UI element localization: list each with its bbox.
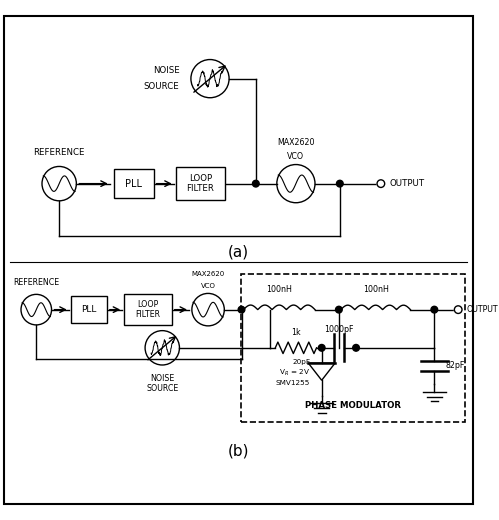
- Text: OUTPUT: OUTPUT: [389, 179, 425, 188]
- Text: SMV1255: SMV1255: [276, 380, 310, 386]
- Text: V$_R$ = 2V: V$_R$ = 2V: [279, 368, 310, 378]
- Text: REFERENCE: REFERENCE: [13, 278, 59, 287]
- Bar: [114, 170, 154, 198]
- Circle shape: [455, 306, 462, 314]
- Text: REFERENCE: REFERENCE: [33, 148, 85, 157]
- Text: SOURCE: SOURCE: [144, 82, 180, 91]
- Text: 82pF: 82pF: [446, 361, 465, 370]
- Circle shape: [431, 306, 438, 313]
- Circle shape: [353, 344, 359, 351]
- Text: MAX2620: MAX2620: [192, 271, 225, 277]
- Text: LOOP
FILTER: LOOP FILTER: [135, 300, 161, 319]
- Text: VCO: VCO: [287, 152, 304, 161]
- Bar: [241, 275, 465, 422]
- Text: 20pF: 20pF: [292, 359, 310, 365]
- Text: 1k: 1k: [291, 328, 301, 337]
- Text: OUTPUT: OUTPUT: [467, 305, 499, 314]
- Text: SOURCE: SOURCE: [146, 384, 179, 393]
- Circle shape: [335, 306, 342, 313]
- Bar: [176, 167, 225, 200]
- Text: NOISE: NOISE: [153, 67, 180, 75]
- Text: 100nH: 100nH: [363, 285, 389, 294]
- Text: (a): (a): [228, 245, 249, 260]
- Circle shape: [238, 306, 245, 313]
- Text: 1000pF: 1000pF: [324, 326, 354, 334]
- Bar: [124, 294, 172, 325]
- Text: 100nH: 100nH: [266, 285, 292, 294]
- Text: NOISE: NOISE: [150, 373, 174, 383]
- Text: PHASE MODULATOR: PHASE MODULATOR: [305, 400, 401, 410]
- Circle shape: [336, 180, 343, 187]
- Text: VCO: VCO: [201, 283, 216, 289]
- Text: PLL: PLL: [125, 179, 142, 189]
- Circle shape: [377, 180, 385, 187]
- Circle shape: [252, 180, 259, 187]
- Text: (b): (b): [228, 444, 250, 459]
- Bar: [71, 296, 107, 323]
- Text: LOOP
FILTER: LOOP FILTER: [187, 174, 215, 193]
- Circle shape: [318, 344, 325, 351]
- Text: MAX2620: MAX2620: [277, 138, 315, 147]
- Text: PLL: PLL: [81, 305, 96, 314]
